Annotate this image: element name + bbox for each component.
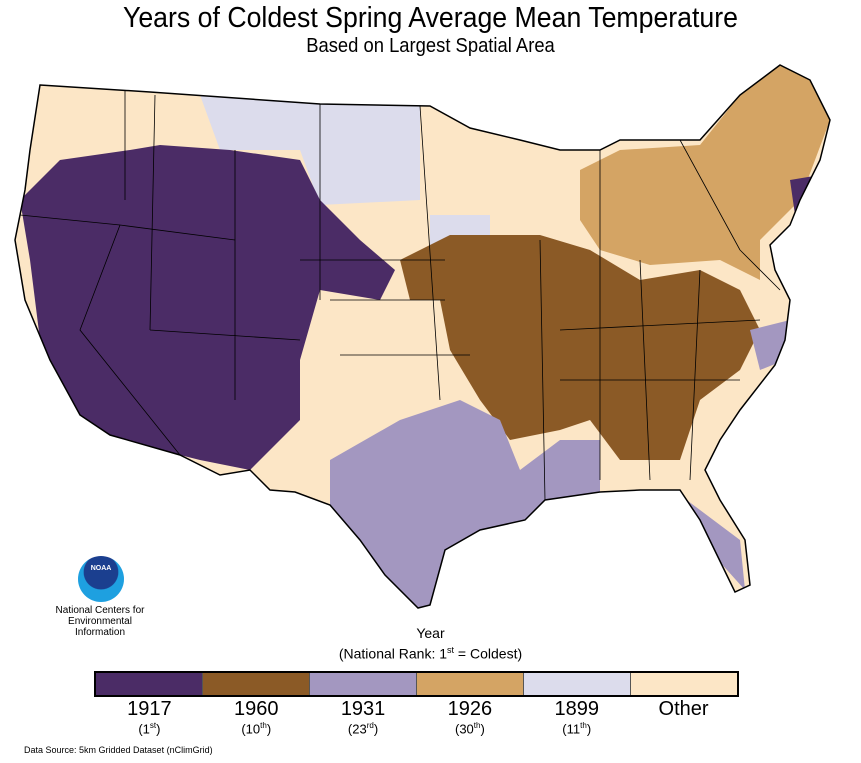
legend-subtitle-pre: (National Rank: 1 [338,645,448,662]
legend-swatch-1899 [524,673,631,695]
legend-title: Year (National Rank: 1st = Coldest) [0,625,861,663]
legend-label: 1899 (11th) [523,698,630,736]
data-source: Data Source: 5km Gridded Dataset (nClimG… [24,745,213,755]
legend-swatch-1960 [203,673,310,695]
region-1917 [20,145,395,470]
legend-year: 1926 [447,698,493,720]
legend-rank: (1st) [138,721,161,737]
legend-year: 1899 [554,698,599,720]
legend-year: 1917 [127,698,172,720]
ncei-label: National Centers for Environmental Infor… [30,605,170,638]
legend-colorbar [94,671,739,697]
legend-labels: 1917 (1st) 1960 (10th) 1931 (23rd) 1926 (30th) 1… [96,698,737,736]
noaa-logo: NOAA [78,556,124,602]
legend-year: Other [658,698,709,720]
legend-subtitle-sup: st [447,645,455,655]
legend-swatch-1926 [417,673,524,695]
map-title: Years of Coldest Spring Average Mean Tem… [122,2,739,34]
legend-label: 1960 (10th) [203,698,310,736]
legend-rank: (11th) [562,721,592,737]
region-1899 [200,95,490,250]
map-subtitle: Based on Largest Spatial Area [306,35,555,57]
legend-label: 1931 (23rd) [310,698,417,736]
legend-swatch-1931 [310,673,417,695]
ncei-line: National Centers for [55,605,145,616]
region-1931 [330,400,745,608]
region-1960 [400,235,760,460]
legend-rank: (23rd) [347,721,379,737]
noaa-logo-text: NOAA [90,565,112,572]
legend-year: 1931 [340,698,386,720]
legend-title-text: Year [416,625,445,641]
legend-year: 1960 [233,698,279,720]
ncei-line: Environmental [68,616,132,627]
legend-rank: (10th) [241,721,272,737]
ncei-line: Information [74,627,126,638]
legend-label: 1926 (30th) [416,698,523,736]
legend-rank: (30th) [454,721,485,737]
region-1917-ne [790,175,825,215]
legend-label: 1917 (1st) [96,698,203,736]
legend-subtitle: (National Rank: 1st = Coldest) [0,642,861,663]
state-borders [19,90,781,501]
us-map [14,64,831,609]
legend-label: Other [630,698,737,736]
legend-swatch-other [631,673,737,695]
legend-subtitle-post: = Coldest) [454,645,523,662]
legend-swatch-1917 [96,673,203,695]
region-1926 [580,65,830,280]
